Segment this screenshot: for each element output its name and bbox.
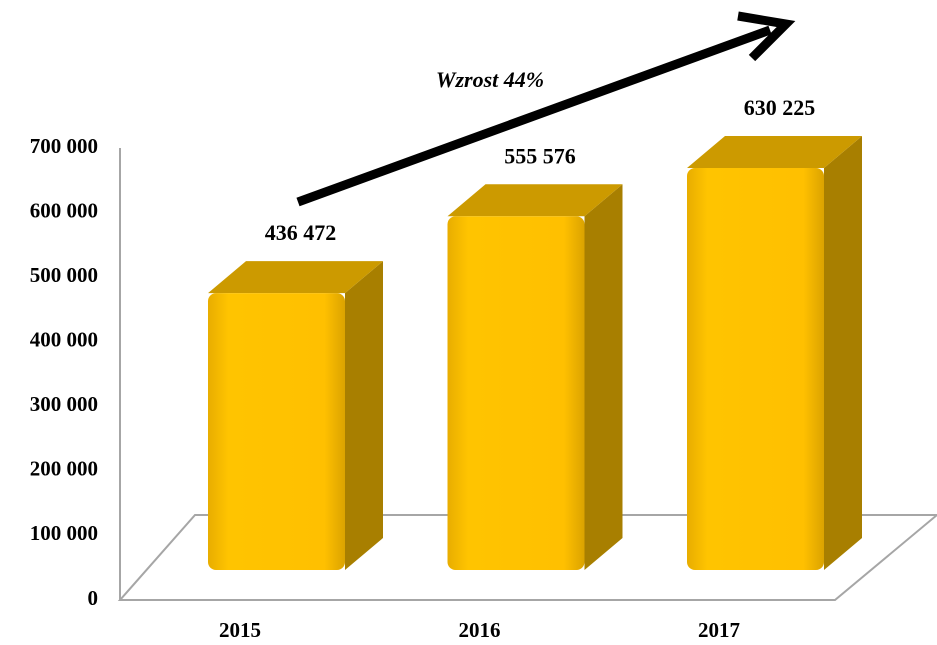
bar-side [584, 184, 623, 570]
x-tick-label: 2016 [459, 618, 501, 642]
bar-side [824, 136, 862, 570]
value-label: 555 576 [504, 143, 576, 168]
trend-arrow [296, 11, 796, 207]
y-tick-label: 100 000 [30, 521, 98, 545]
x-tick-label: 2017 [698, 618, 740, 642]
bar-top [447, 184, 623, 217]
y-tick-label: 500 000 [30, 263, 98, 287]
bar [208, 293, 345, 570]
annotation: Wzrost 44% [436, 67, 544, 92]
y-tick-label: 0 [88, 586, 99, 610]
y-tick-label: 200 000 [30, 457, 98, 481]
value-label: 436 472 [265, 220, 337, 245]
x-tick-label: 2015 [219, 618, 261, 642]
y-tick-label: 600 000 [30, 198, 98, 222]
bar [447, 216, 585, 570]
bar-top [687, 136, 862, 169]
bar-top [208, 261, 383, 294]
y-tick-label: 400 000 [30, 328, 98, 352]
y-tick-label: 700 000 [30, 134, 98, 158]
y-tick-label: 300 000 [30, 392, 98, 416]
bar [687, 168, 824, 570]
floor [117, 514, 937, 601]
value-label: 630 225 [744, 95, 816, 120]
bar-side [345, 261, 383, 570]
